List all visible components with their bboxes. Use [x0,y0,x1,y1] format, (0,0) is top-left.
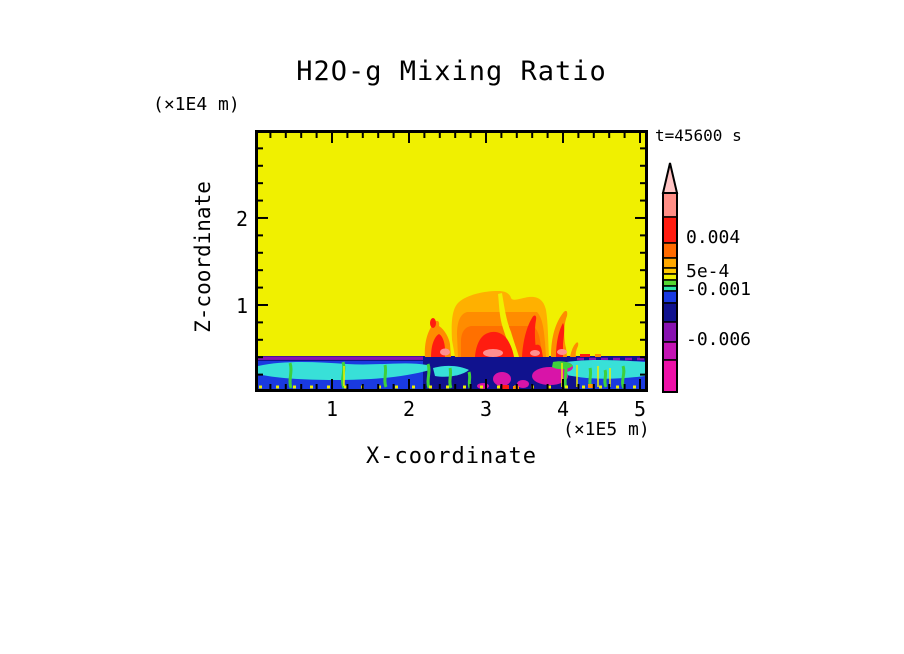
plume-red-core [475,331,514,357]
y-axis-title: Z-coordinate [191,181,215,333]
boundary-layer-band [256,356,646,390]
colorbar-label--0.001: -0.001 [686,279,752,300]
colorbar-outline [662,192,678,393]
x-tick-label-5: 5 [633,397,647,421]
x-axis-title: X-coordinate [366,444,537,469]
colorbar-segments [662,192,678,393]
plume-yellow-slit [498,293,519,357]
plot-frame [255,130,648,392]
time-annotation: t=45600 s [655,126,742,145]
y-tick-label-2: 2 [235,207,248,231]
colorbar-arrow-tip [661,162,679,194]
x-tick-label-3: 3 [479,397,493,421]
plume [424,291,601,357]
y-tick-label-1: 1 [235,294,248,318]
colorbar [661,162,679,393]
y-axis-units-label: (×1E4 m) [153,94,240,115]
colorbar-label-0.004: 0.004 [686,227,741,248]
salmon-maxima [440,348,567,357]
x-tick-label-2: 2 [402,397,416,421]
colorbar-label--0.006: -0.006 [686,329,752,350]
plot-title: H2O-g Mixing Ratio [296,56,607,87]
heatmap-plot [255,130,648,392]
x-tick-label-1: 1 [325,397,339,421]
field-background [255,130,648,392]
x-axis-units-label: (×1E5 m) [563,419,650,440]
x-tick-label-4: 4 [556,397,570,421]
colorbar-label-5e-4: 5e-4 [686,261,730,282]
